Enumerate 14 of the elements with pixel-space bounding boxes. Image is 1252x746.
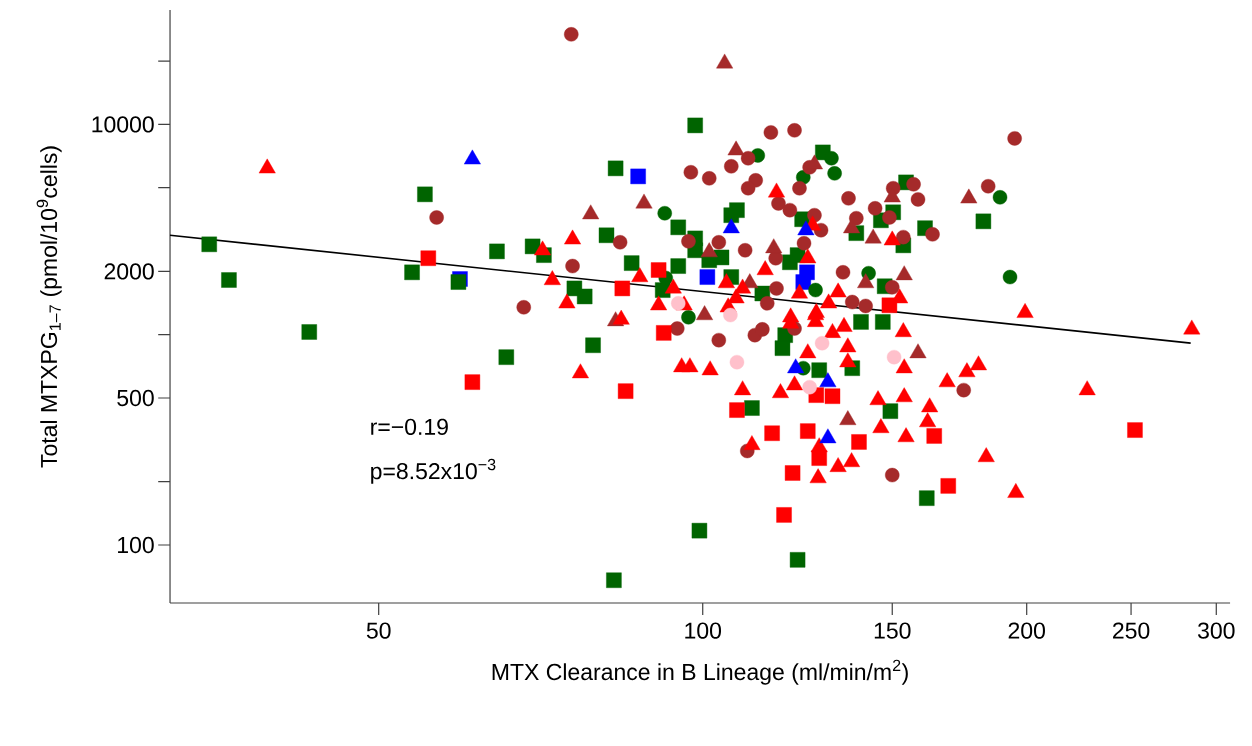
x-tick-label: 200	[1008, 622, 1045, 639]
y-tick-label: 500	[117, 389, 154, 407]
y-tick-label: 100	[118, 536, 154, 554]
y-tick-label: 10000	[92, 116, 154, 133]
y-tick-label: 2000	[104, 263, 154, 280]
y-axis-title: Total MTXPG$_{1–7}$ (pmol/10$^{9}$cells)	[36, 146, 62, 468]
x-tick-label: 150	[874, 622, 911, 639]
annotation: r=−0.19	[371, 418, 448, 435]
x-tick-label: 100	[685, 622, 722, 639]
x-tick-label: 250	[1113, 622, 1150, 639]
x-axis-title: MTX Clearance in B Lineage (ml/min/m$^{2}$)	[492, 659, 908, 685]
x-tick-label: 50	[366, 622, 391, 639]
x-tick-label: 300	[1197, 622, 1235, 639]
annotation: p=8.52x10$^{−3}$	[371, 458, 496, 484]
